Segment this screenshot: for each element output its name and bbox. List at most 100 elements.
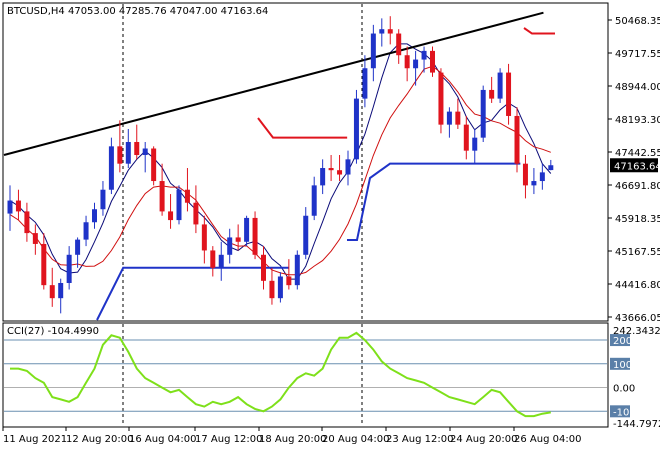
candle <box>218 241 224 281</box>
cci-series <box>10 331 551 418</box>
candle <box>142 141 148 173</box>
candle <box>489 76 495 103</box>
candle <box>108 137 114 195</box>
current-price-background <box>610 158 658 173</box>
candle-body <box>353 98 359 160</box>
candle-body <box>100 189 106 210</box>
time-tick-label: 12 Aug 20:00 <box>66 434 133 445</box>
candle <box>379 18 385 47</box>
candle-body <box>387 29 393 34</box>
support-level <box>96 266 289 321</box>
candle <box>159 163 165 216</box>
candle <box>277 272 283 303</box>
candle-body <box>370 33 376 69</box>
candle-body <box>472 137 478 151</box>
candle <box>117 120 123 173</box>
candle-body <box>252 217 258 255</box>
price-tick-label: 48193.30 <box>615 115 660 126</box>
candle <box>134 124 140 160</box>
price-tick-label: 45167.55 <box>615 247 660 258</box>
candle-body <box>125 141 131 164</box>
candle-body <box>151 148 157 182</box>
cci-line <box>10 331 551 418</box>
candle <box>49 267 55 307</box>
candle-body <box>413 59 419 69</box>
candle <box>168 194 174 229</box>
candle-body <box>235 237 241 242</box>
candle <box>100 181 106 216</box>
candle-body <box>379 29 385 34</box>
candle-body <box>430 50 435 73</box>
candle <box>438 68 444 134</box>
time-tick-label: 11 Aug 2021 <box>3 434 67 445</box>
time-tick-label: 24 Aug 20:00 <box>450 434 517 445</box>
candle-body <box>404 55 410 69</box>
candle-body <box>66 254 72 283</box>
candle-body <box>210 250 216 268</box>
candle-body <box>286 276 292 286</box>
candle-body <box>134 141 140 156</box>
candle <box>421 46 427 73</box>
time-separators <box>122 4 363 426</box>
candle-body <box>506 72 512 116</box>
candle-body <box>539 172 545 182</box>
candle-body <box>75 239 81 255</box>
support-level <box>347 162 521 241</box>
current-price-box: 47163.64 <box>610 158 660 173</box>
cci-level-badge <box>610 357 630 370</box>
time-tick-label: 16 Aug 04:00 <box>129 434 196 445</box>
candle <box>430 46 435 77</box>
cci-level-badge <box>610 334 630 347</box>
candle-body <box>261 254 266 281</box>
time-tick-label: 20 Aug 04:00 <box>322 434 389 445</box>
candle <box>497 68 503 103</box>
time-tick-label: 17 Aug 12:00 <box>195 434 262 445</box>
candle <box>235 224 241 251</box>
cci-tick-label: -144.7972 <box>613 419 660 430</box>
candle-body <box>168 211 174 221</box>
price-tick-label: 50468.35 <box>615 16 660 27</box>
candle <box>480 85 486 142</box>
candle-body <box>311 185 317 216</box>
candle <box>446 107 452 138</box>
candle <box>345 150 351 186</box>
cci-tick-label: -100 <box>613 407 636 418</box>
candle <box>252 211 258 260</box>
candle-body <box>227 237 233 255</box>
candle <box>514 107 520 173</box>
candle-body <box>277 276 283 299</box>
candle <box>294 250 300 290</box>
candle <box>24 202 30 242</box>
price-tick-label: 44416.80 <box>615 280 660 291</box>
candle <box>353 89 359 164</box>
candle-body <box>345 159 351 175</box>
candle-body <box>58 282 64 299</box>
candle-body <box>83 222 89 240</box>
price-tick-label: 49717.55 <box>615 49 660 60</box>
candle <box>548 159 554 171</box>
candle-body <box>92 209 97 223</box>
candle-body <box>497 72 503 99</box>
candle-body <box>489 89 495 99</box>
candle-body <box>108 146 114 190</box>
cci-level-badge <box>610 405 630 418</box>
candle-body <box>463 124 469 151</box>
candle <box>41 233 47 290</box>
candle <box>269 267 275 305</box>
candle-body <box>531 181 537 186</box>
candle <box>66 246 72 290</box>
candle <box>286 259 292 290</box>
candle <box>337 155 343 182</box>
candle-body <box>269 280 275 299</box>
time-tick-label: 23 Aug 12:00 <box>386 434 453 445</box>
candle-body <box>438 72 444 125</box>
cci-tick-label: 100 <box>613 360 632 371</box>
candle-body <box>328 168 334 171</box>
candle <box>58 278 64 314</box>
candles <box>7 16 554 314</box>
candle <box>210 246 216 277</box>
candle <box>261 246 266 290</box>
cci-tick-label: 242.3432 <box>613 326 660 337</box>
